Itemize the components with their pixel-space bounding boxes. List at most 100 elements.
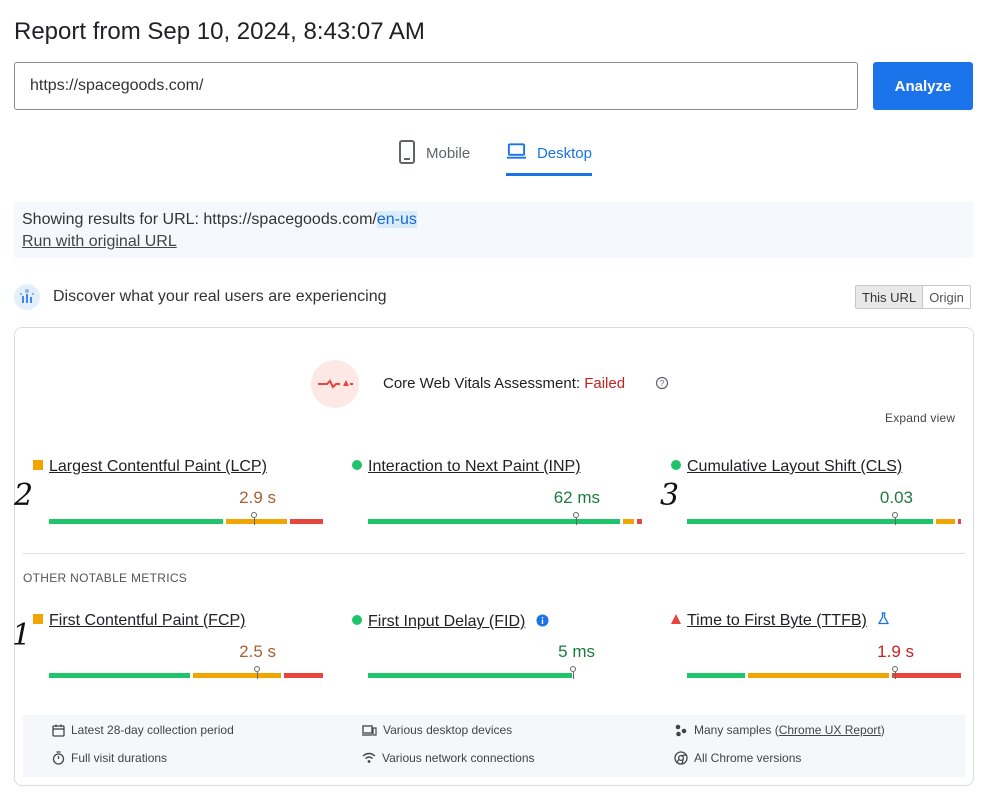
footer-samples-prefix: Many samples ( xyxy=(694,723,779,737)
results-url-text: Showing results for URL: https://spacego… xyxy=(22,211,417,229)
wifi-icon xyxy=(362,752,376,763)
footer-period-text: Latest 28-day collection period xyxy=(71,723,234,737)
distribution-segment-needs-improvement xyxy=(193,673,282,678)
distribution-segment-needs-improvement xyxy=(622,519,634,524)
url-input[interactable] xyxy=(14,62,858,110)
distribution-segment-poor xyxy=(636,519,642,524)
toggle-this-url[interactable]: This URL xyxy=(856,286,924,308)
cwv-status: Failed xyxy=(584,375,626,392)
metric-inp-header: Interaction to Next Paint (INP) xyxy=(352,458,581,476)
url-origin-toggle: This URL Origin xyxy=(855,285,971,309)
field-data-icon xyxy=(14,284,40,310)
cwv-assessment-label: Core Web Vitals Assessment: xyxy=(383,375,585,392)
phone-icon xyxy=(399,140,415,164)
tab-mobile[interactable]: Mobile xyxy=(398,140,470,176)
metric-fid-distribution-bar xyxy=(368,666,641,679)
footer-item-chrome: All Chrome versions xyxy=(674,751,801,765)
distribution-segment-poor xyxy=(891,673,961,678)
samples-icon xyxy=(675,724,687,736)
metric-lcp-header: Largest Contentful Paint (LCP) xyxy=(33,458,267,476)
percentile-marker-line xyxy=(894,518,896,525)
tab-desktop-label: Desktop xyxy=(536,145,592,162)
chrome-icon xyxy=(674,751,688,765)
distribution-segment-good xyxy=(687,673,745,678)
footer-chrome-text: All Chrome versions xyxy=(694,751,802,765)
metric-lcp-distribution-bar xyxy=(49,512,326,525)
run-original-url-link[interactable]: Run with original URL xyxy=(22,233,177,250)
metric-cls-distribution-bar xyxy=(687,512,964,525)
distribution-segment-good xyxy=(368,673,573,678)
distribution-segment-needs-improvement xyxy=(936,519,956,524)
metric-inp-distribution-bar xyxy=(368,512,645,525)
results-url-prefix: Showing results for URL: https://spacego… xyxy=(22,211,377,228)
page-title: Report from Sep 10, 2024, 8:43:07 AM xyxy=(14,18,425,45)
good-circle-icon xyxy=(352,460,362,470)
chrome-ux-report-link[interactable]: Chrome UX Report xyxy=(778,723,881,737)
footer-item-devices: Various desktop devices xyxy=(362,723,512,737)
cwv-assessment: Core Web Vitals Assessment: Failed xyxy=(383,375,625,392)
info-strip xyxy=(14,202,974,258)
metric-fid-link[interactable]: First Input Delay (FID) xyxy=(368,613,526,630)
tab-desktop[interactable]: Desktop xyxy=(506,140,592,176)
percentile-marker-line xyxy=(253,518,255,525)
percentile-marker-line xyxy=(575,518,577,525)
metric-inp-link[interactable]: Interaction to Next Paint (INP) xyxy=(368,458,581,475)
good-circle-icon xyxy=(352,615,362,625)
info-icon[interactable] xyxy=(536,614,549,627)
field-data-card xyxy=(14,327,974,786)
section-divider xyxy=(23,553,965,554)
footer-durations-text: Full visit durations xyxy=(71,751,168,765)
poor-triangle-icon xyxy=(671,614,681,624)
metric-fid-value: 5 ms xyxy=(558,642,595,661)
metric-lcp-link[interactable]: Largest Contentful Paint (LCP) xyxy=(49,458,267,475)
analyze-button[interactable]: Analyze xyxy=(873,62,973,110)
distribution-segment-good xyxy=(368,519,620,524)
distribution-segment-poor xyxy=(284,673,323,678)
annotation-mark: 1 xyxy=(12,618,32,653)
footer-item-period: Latest 28-day collection period xyxy=(52,723,234,737)
tab-mobile-label: Mobile xyxy=(426,145,471,162)
percentile-marker-icon xyxy=(572,512,579,518)
metric-cls-link[interactable]: Cumulative Layout Shift (CLS) xyxy=(687,458,903,475)
metric-inp-value: 62 ms xyxy=(553,488,600,507)
lab-flask-icon xyxy=(878,612,890,625)
good-circle-icon xyxy=(671,460,681,470)
percentile-marker-icon xyxy=(891,666,898,672)
distribution-segment-good xyxy=(49,519,224,524)
metric-cls-value: 0.03 xyxy=(879,488,913,507)
metric-lcp-value: 2.9 s xyxy=(239,488,276,507)
metric-ttfb-link[interactable]: Time to First Byte (TTFB) xyxy=(687,612,867,629)
footer-samples-suffix: ) xyxy=(880,723,885,737)
percentile-marker-line xyxy=(572,672,574,679)
distribution-segment-good xyxy=(49,673,191,678)
help-icon[interactable]: ? xyxy=(655,376,669,395)
devices-icon xyxy=(362,724,377,736)
percentile-marker-line xyxy=(894,672,896,679)
distribution-segment-needs-improvement xyxy=(226,519,287,524)
distribution-segment-good xyxy=(687,519,934,524)
percentile-marker-line xyxy=(256,672,258,679)
metric-fcp-value: 2.5 s xyxy=(239,642,276,661)
footer-network-text: Various network connections xyxy=(382,751,535,765)
annotation-mark: 2 xyxy=(14,478,34,513)
metric-fcp-distribution-bar xyxy=(49,666,326,679)
footer-samples-text: Many samples (Chrome UX Report) xyxy=(694,723,885,737)
metric-ttfb-distribution-bar xyxy=(687,666,964,679)
metric-fid-header: First Input Delay (FID) xyxy=(352,613,549,631)
metric-fcp-link[interactable]: First Contentful Paint (FCP) xyxy=(49,612,246,629)
failed-badge-icon xyxy=(311,360,359,408)
distribution-segment-needs-improvement xyxy=(747,673,889,678)
laptop-icon xyxy=(506,143,527,159)
expand-view-link[interactable]: Expand view xyxy=(885,411,956,425)
needs-improvement-square-icon xyxy=(33,460,43,470)
metric-cls-header: Cumulative Layout Shift (CLS) xyxy=(671,458,902,476)
percentile-marker-icon xyxy=(250,512,257,518)
metric-fcp-header: First Contentful Paint (FCP) xyxy=(33,612,246,630)
distribution-segment-poor xyxy=(289,519,323,524)
other-metrics-heading: OTHER NOTABLE METRICS xyxy=(23,571,188,585)
footer-item-samples: Many samples (Chrome UX Report) xyxy=(674,723,885,737)
collection-info-footer xyxy=(23,715,965,777)
discover-heading: Discover what your real users are experi… xyxy=(53,288,387,305)
toggle-origin[interactable]: Origin xyxy=(923,286,970,308)
results-url-highlight: en-us xyxy=(376,211,417,228)
